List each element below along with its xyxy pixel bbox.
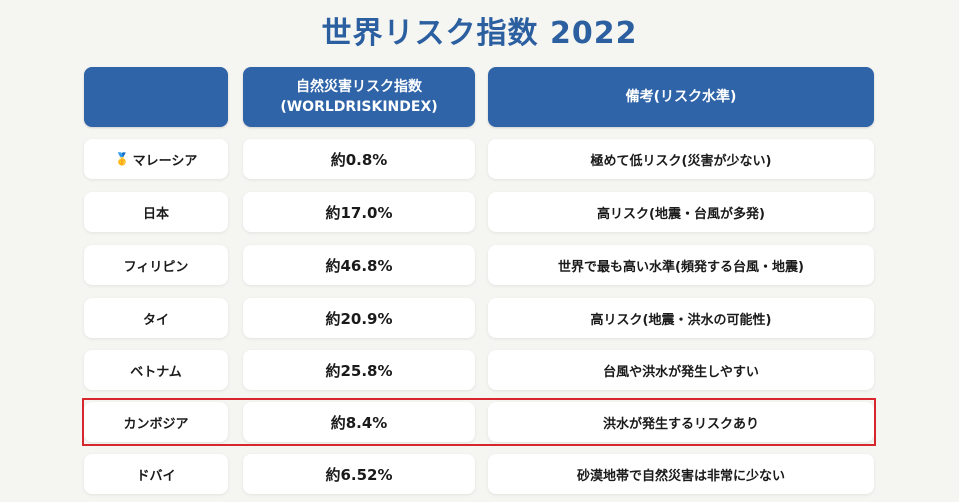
risk-note: 洪水が発生するリスクあり <box>602 416 759 432</box>
medal-icon: 🥇 <box>114 152 130 166</box>
country-name: 日本 <box>142 206 169 222</box>
table-row-country: 🥇 マレーシア <box>84 139 228 179</box>
table-row-index: 約17.0% <box>243 192 475 232</box>
country-name: ドバイ <box>136 468 176 484</box>
risk-note: 極めて低リスク(災害が少ない) <box>590 153 772 169</box>
risk-index-value: 約46.8% <box>325 256 393 275</box>
risk-note: 世界で最も高い水準(頻発する台風・地震) <box>558 259 804 275</box>
country-name: カンボジア <box>123 416 189 432</box>
risk-note: 砂漠地帯で自然災害は非常に少ない <box>576 468 785 484</box>
risk-note: 高リスク(地震・洪水の可能性) <box>590 312 772 328</box>
table-row-note: 極めて低リスク(災害が少ない) <box>488 139 874 179</box>
risk-index-value: 約25.8% <box>325 361 393 380</box>
risk-index-value: 約8.4% <box>330 413 388 432</box>
table-row-country: タイ <box>84 298 228 338</box>
header-index-label: 自然災害リスク指数 <box>296 79 422 95</box>
country-name: マレーシア <box>132 153 198 169</box>
table-row-note: 高リスク(地震・洪水の可能性) <box>488 298 874 338</box>
table-row-note: 洪水が発生するリスクあり <box>488 402 874 442</box>
risk-note: 台風や洪水が発生しやすい <box>603 364 759 380</box>
table-row-note: 世界で最も高い水準(頻発する台風・地震) <box>488 245 874 285</box>
table-row-index: 約8.4% <box>243 402 475 442</box>
risk-index-value: 約6.52% <box>325 465 393 484</box>
table-row-index: 約20.9% <box>243 298 475 338</box>
table-row-country: カンボジア <box>84 402 228 442</box>
table-row-index: 約0.8% <box>243 139 475 179</box>
table-row-country: 日本 <box>84 192 228 232</box>
table-row-note: 砂漠地帯で自然災害は非常に少ない <box>488 454 874 494</box>
country-name: ベトナム <box>130 364 182 380</box>
risk-index-value: 約17.0% <box>325 203 393 222</box>
table-row-index: 約25.8% <box>243 350 475 390</box>
header-cell-country <box>84 67 228 127</box>
table-row-country: ベトナム <box>84 350 228 390</box>
table-row-index: 約46.8% <box>243 245 475 285</box>
table-row-country: ドバイ <box>84 454 228 494</box>
risk-index-value: 約20.9% <box>325 309 393 328</box>
page-title: 世界リスク指数 2022 <box>321 16 638 51</box>
table-row-note: 台風や洪水が発生しやすい <box>488 350 874 390</box>
table-row-note: 高リスク(地震・台風が多発) <box>488 192 874 232</box>
header-cell-note: 備考(リスク水準) <box>488 67 874 127</box>
risk-note: 高リスク(地震・台風が多発) <box>597 206 765 222</box>
country-name: フィリピン <box>123 259 189 275</box>
header-index-sublabel: (WORLDRISKINDEX) <box>280 99 438 115</box>
header-note-label: 備考(リスク水準) <box>625 89 737 105</box>
country-name: タイ <box>142 312 169 328</box>
table-row-index: 約6.52% <box>243 454 475 494</box>
risk-index-value: 約0.8% <box>330 150 388 169</box>
header-cell-index: 自然災害リスク指数 (WORLDRISKINDEX) <box>243 67 475 127</box>
table-row-country: フィリピン <box>84 245 228 285</box>
